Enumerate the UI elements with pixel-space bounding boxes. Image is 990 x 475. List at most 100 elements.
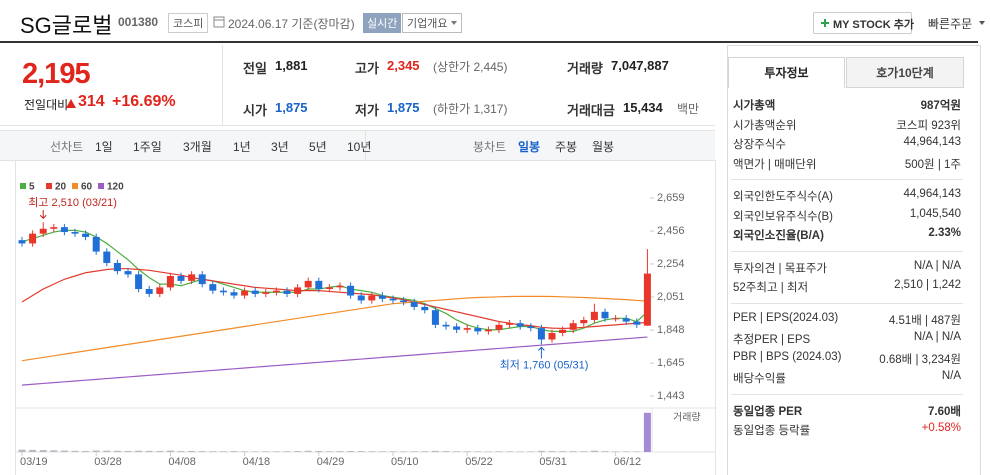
volume-bar — [315, 451, 323, 452]
volume-bar — [442, 451, 450, 452]
volume-bar — [198, 451, 206, 452]
quick-order-button[interactable]: 빠른주문 — [928, 17, 973, 31]
invest-value: 2.33% — [928, 227, 961, 239]
candle-body — [612, 318, 620, 320]
volume-bar — [50, 450, 58, 452]
summary-label: 시가 — [243, 103, 267, 118]
realtime-badge[interactable]: 실시간 — [363, 13, 402, 33]
my-stock-label: MY STOCK 추가 — [833, 19, 914, 31]
candle-body — [166, 275, 174, 288]
divider — [222, 45, 223, 125]
volume-bar — [506, 451, 514, 452]
candle-body — [410, 302, 418, 307]
candle-body — [601, 311, 609, 319]
moving-average-line — [21, 295, 648, 362]
summary-label: 전일 — [243, 61, 267, 76]
volume-bar — [527, 451, 535, 452]
group-divider — [731, 250, 963, 252]
summary-label: 거래량 — [567, 61, 603, 76]
invest-value: 987억원 — [920, 100, 961, 112]
volume-bar — [230, 451, 238, 452]
candle-body — [177, 275, 185, 281]
candle-body — [431, 310, 439, 325]
candle-period-tab[interactable]: 일봉 — [518, 140, 541, 154]
candle-body — [209, 284, 217, 291]
company-info-button[interactable]: 기업개요 — [402, 13, 463, 33]
candle-body — [347, 285, 355, 296]
candle-body — [272, 290, 280, 293]
volume-bar — [209, 451, 217, 452]
calendar-icon — [213, 16, 225, 28]
volume-bar — [537, 450, 545, 452]
candle-body — [294, 287, 302, 294]
legend-swatch — [46, 183, 52, 189]
invest-value: 0.68배 | 3,234원 — [879, 353, 961, 366]
base-date: 2024.06.17 기준(장마감) — [228, 17, 355, 31]
volume-bar — [389, 451, 397, 452]
summary-note: (하한가 1,317) — [433, 102, 508, 116]
candle-body — [633, 321, 641, 325]
candle-body — [368, 295, 376, 301]
period-tab[interactable]: 1주일 — [133, 140, 162, 154]
volume-bar — [569, 451, 577, 452]
candle-body — [315, 280, 323, 290]
low-annotation: 최저 1,760 (05/31) — [500, 358, 589, 371]
y-tick-label: 2,051 — [657, 291, 685, 303]
candle-body — [400, 300, 408, 303]
summary-value: 1,875 — [275, 100, 308, 115]
line-chart-label: 선차트 — [50, 140, 84, 154]
period-tab[interactable]: 3개월 — [183, 140, 212, 154]
candle-body — [484, 329, 492, 332]
high-arrow — [39, 210, 47, 219]
candle-body — [18, 240, 26, 244]
candle-body — [103, 251, 111, 263]
period-tab[interactable]: 1일 — [95, 140, 113, 154]
legend-label: 5 — [29, 182, 35, 193]
volume-bar — [378, 451, 386, 452]
volume-bar — [601, 451, 609, 452]
summary-value: 1,875 — [387, 100, 420, 115]
stock-code: 001380 — [118, 15, 159, 29]
change-value: 314 — [78, 93, 105, 110]
invest-value: N/A | N/A — [913, 331, 961, 343]
summary-label: 거래대금 — [567, 103, 615, 118]
period-tab[interactable]: 10년 — [347, 140, 372, 154]
invest-tab[interactable]: 투자정보 — [728, 57, 845, 88]
summary-value: 2,345 — [387, 58, 420, 73]
candle-body — [389, 298, 397, 301]
invest-label: 투자의견 | 목표주가 — [733, 262, 828, 275]
high-annotation: 최고 2,510 (03/21) — [28, 196, 117, 209]
divider — [365, 131, 366, 160]
candle-body — [421, 306, 429, 311]
volume-bar — [262, 451, 270, 452]
change-rate: +16.69% — [112, 93, 176, 110]
volume-bar — [124, 451, 132, 452]
company-info-label: 기업개요 — [407, 18, 448, 30]
candle-body — [559, 329, 567, 333]
group-divider — [731, 302, 963, 304]
volume-bar — [251, 451, 259, 452]
moving-average-line — [21, 336, 648, 386]
invest-label: 액면가 | 매매단위 — [733, 158, 817, 171]
candle-body — [219, 290, 227, 293]
volume-bar — [410, 451, 418, 452]
x-tick-label: 03/19 — [20, 456, 48, 468]
y-tick-label: 2,659 — [657, 192, 685, 204]
invest-label: 외국인한도주식수(A) — [733, 191, 833, 203]
candle-chart-label: 봉차트 — [473, 140, 507, 154]
period-tab[interactable]: 5년 — [309, 140, 327, 154]
volume-label: 거래량 — [673, 412, 701, 424]
period-tab[interactable]: 3년 — [271, 140, 289, 154]
candle-body — [506, 323, 514, 325]
invest-tab[interactable]: 호가10단계 — [846, 57, 964, 88]
candle-period-tab[interactable]: 월봉 — [592, 140, 615, 154]
volume-bar — [622, 451, 630, 452]
volume-bar — [474, 451, 482, 452]
x-tick-label: 03/28 — [94, 456, 122, 468]
period-tab[interactable]: 1년 — [233, 140, 251, 154]
x-tick-label: 04/08 — [168, 456, 196, 468]
candle-period-tab[interactable]: 주봉 — [555, 140, 578, 154]
dropdown-arrow — [979, 21, 985, 25]
my-stock-button[interactable]: MY STOCK 추가 — [813, 12, 914, 34]
volume-bar — [580, 451, 588, 452]
